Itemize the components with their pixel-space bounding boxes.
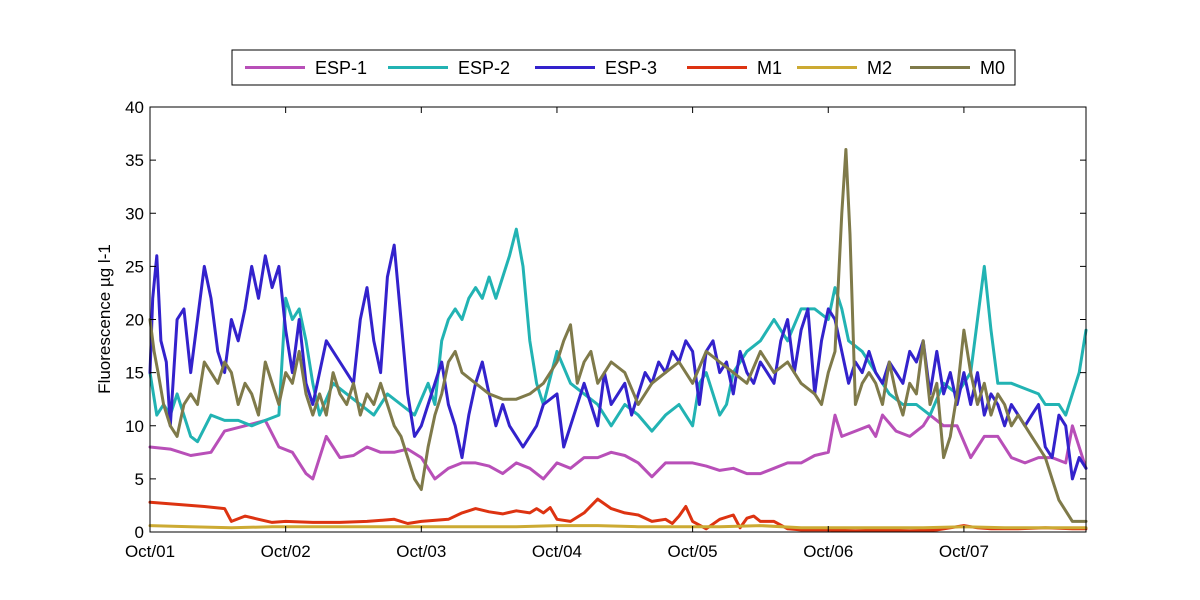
y-tick-label: 10: [125, 417, 144, 436]
plot-layer: [148, 148, 1088, 533]
series-line-m1: [148, 497, 1088, 533]
series-line-m0: [148, 148, 1088, 523]
legend-label-m2: M2: [867, 58, 892, 78]
legend-label-esp-1: ESP-1: [315, 58, 367, 78]
legend-label-m1: M1: [757, 58, 782, 78]
y-tick-label: 20: [125, 311, 144, 330]
legend-label-m0: M0: [980, 58, 1005, 78]
x-tick-label: Oct/07: [939, 542, 989, 561]
y-axis-title: Fluorescence µg l-1: [95, 244, 114, 394]
x-tick-label: Oct/03: [396, 542, 446, 561]
y-tick-label: 0: [135, 523, 144, 542]
axes-layer: 0 5 10 15 20 25 30 35 40 Oct/01 Oct/02 Oct/03 Oct/04…: [125, 98, 1086, 561]
series-line-esp-1: [148, 413, 1088, 481]
legend: ESP-1 ESP-2 ESP-3 M1 M2 M0: [231, 49, 1016, 86]
x-tick-label: Oct/01: [125, 542, 175, 561]
series-line-m2: [148, 524, 1088, 530]
y-tick-label: 35: [125, 151, 144, 170]
series-line-esp-3: [148, 243, 1088, 481]
x-tick-label: Oct/05: [668, 542, 718, 561]
x-tick-label: Oct/06: [803, 542, 853, 561]
y-tick-label: 30: [125, 204, 144, 223]
x-tick-label: Oct/02: [261, 542, 311, 561]
y-tick-label: 25: [125, 257, 144, 276]
legend-label-esp-2: ESP-2: [458, 58, 510, 78]
y-tick-label: 40: [125, 98, 144, 117]
y-tick-label: 15: [125, 364, 144, 383]
y-tick-label: 5: [135, 470, 144, 489]
x-tick-label: Oct/04: [532, 542, 582, 561]
legend-box: [231, 49, 1016, 86]
legend-label-esp-3: ESP-3: [605, 58, 657, 78]
